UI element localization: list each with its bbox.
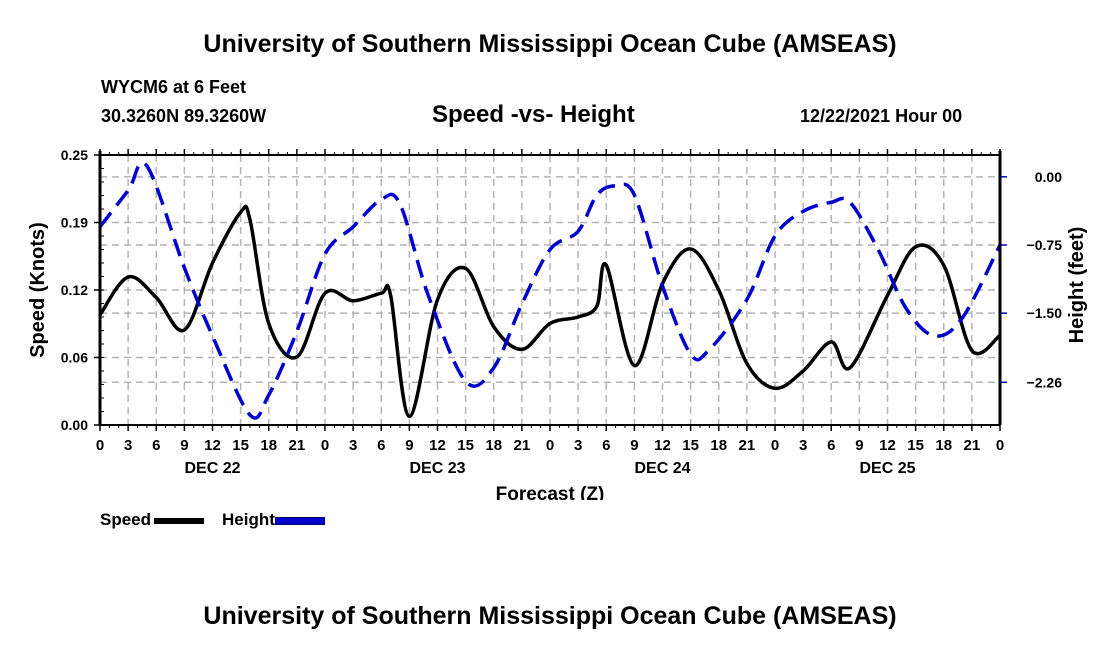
x-tick-label: 0 (321, 437, 329, 454)
legend-height-swatch (274, 516, 325, 525)
series-height-line (98, 161, 1002, 420)
plot-frame (98, 151, 1002, 426)
x-tick-label: 3 (799, 437, 807, 454)
footer-title: University of Southern Mississippi Ocean… (203, 602, 897, 630)
axis-labels: 0 3 6 9 12 15 18 21 0 3 6 9 12 15 18 21 0 3 6 9 12 15 18 21 0 3 6 9… (61, 147, 1062, 477)
day-label: DEC 24 (634, 460, 690, 477)
datetime-label: 12/22/2021 Hour 00 (800, 106, 963, 126)
x-tick-label: 6 (152, 437, 160, 454)
x-tick-label: 15 (457, 437, 474, 454)
x-tick-label: 9 (405, 437, 413, 454)
chart-title: Speed -vs- Height (432, 101, 635, 128)
y-tick-label: 0.12 (61, 282, 88, 298)
x-tick-label: 0 (771, 437, 779, 454)
x-tick-label: 3 (349, 437, 357, 454)
grid-lines (100, 155, 1000, 425)
x-tick-label: 18 (260, 437, 277, 454)
legend-speed-label: Speed (100, 510, 152, 529)
legend: Speed Height (100, 510, 325, 530)
series-lines (98, 161, 1002, 420)
day-label: DEC 25 (859, 460, 915, 477)
y-axis-label: Speed (Knots) (27, 222, 49, 358)
x-tick-label: 0 (546, 437, 554, 454)
x-tick-label: 15 (682, 437, 699, 454)
station-label: WYCM6 at 6 Feet (101, 77, 247, 97)
x-tick-label: 0 (96, 437, 104, 454)
series-speed-line (98, 204, 1002, 419)
y-tick-label: 0.25 (61, 147, 88, 163)
x-tick-label: 6 (377, 437, 385, 454)
legend-speed-swatch (154, 517, 205, 524)
x-tick-label: 18 (485, 437, 502, 454)
x-tick-label: 6 (602, 437, 610, 454)
y2-tick-label: −0.75 (1027, 237, 1063, 253)
y-tick-label: 0.06 (61, 350, 88, 366)
x-tick-label: 12 (654, 437, 671, 454)
y2-tick-label: 0.00 (1035, 169, 1062, 185)
y-tick-label: 0.19 (61, 215, 88, 231)
chart-area: 0 3 6 9 12 15 18 21 0 3 6 9 12 15 18 21 0 3 6 9 12 15 18 21 0 3 6 9… (27, 147, 1088, 500)
x-tick-label: 9 (855, 437, 863, 454)
coordinates-label: 30.3260N 89.3260W (101, 106, 267, 126)
x-tick-label: 12 (204, 437, 221, 454)
x-tick-label: 21 (289, 437, 306, 454)
x-tick-label: 18 (710, 437, 727, 454)
x-tick-label: 3 (574, 437, 582, 454)
x-tick-label: 9 (630, 437, 638, 454)
y2-axis-label: Height (feet) (1066, 227, 1088, 344)
x-tick-label: 9 (180, 437, 188, 454)
x-axis-label: Forecast (Z) (496, 484, 605, 500)
day-label: DEC 23 (409, 460, 465, 477)
x-tick-label: 18 (935, 437, 952, 454)
y-tick-label: 0.00 (61, 417, 88, 433)
x-tick-label: 15 (907, 437, 924, 454)
legend-height-label: Height (222, 510, 275, 529)
x-tick-label: 21 (514, 437, 531, 454)
x-tick-label: 12 (429, 437, 446, 454)
day-label: DEC 22 (184, 460, 240, 477)
main-title: University of Southern Mississippi Ocean… (203, 30, 897, 58)
y2-tick-label: −2.26 (1027, 374, 1063, 390)
x-tick-label: 21 (739, 437, 756, 454)
x-tick-label: 21 (964, 437, 981, 454)
x-tick-label: 0 (996, 437, 1004, 454)
x-tick-label: 3 (124, 437, 132, 454)
y2-tick-label: −1.50 (1027, 305, 1063, 321)
x-tick-label: 15 (232, 437, 249, 454)
x-tick-label: 6 (827, 437, 835, 454)
x-tick-label: 12 (879, 437, 896, 454)
